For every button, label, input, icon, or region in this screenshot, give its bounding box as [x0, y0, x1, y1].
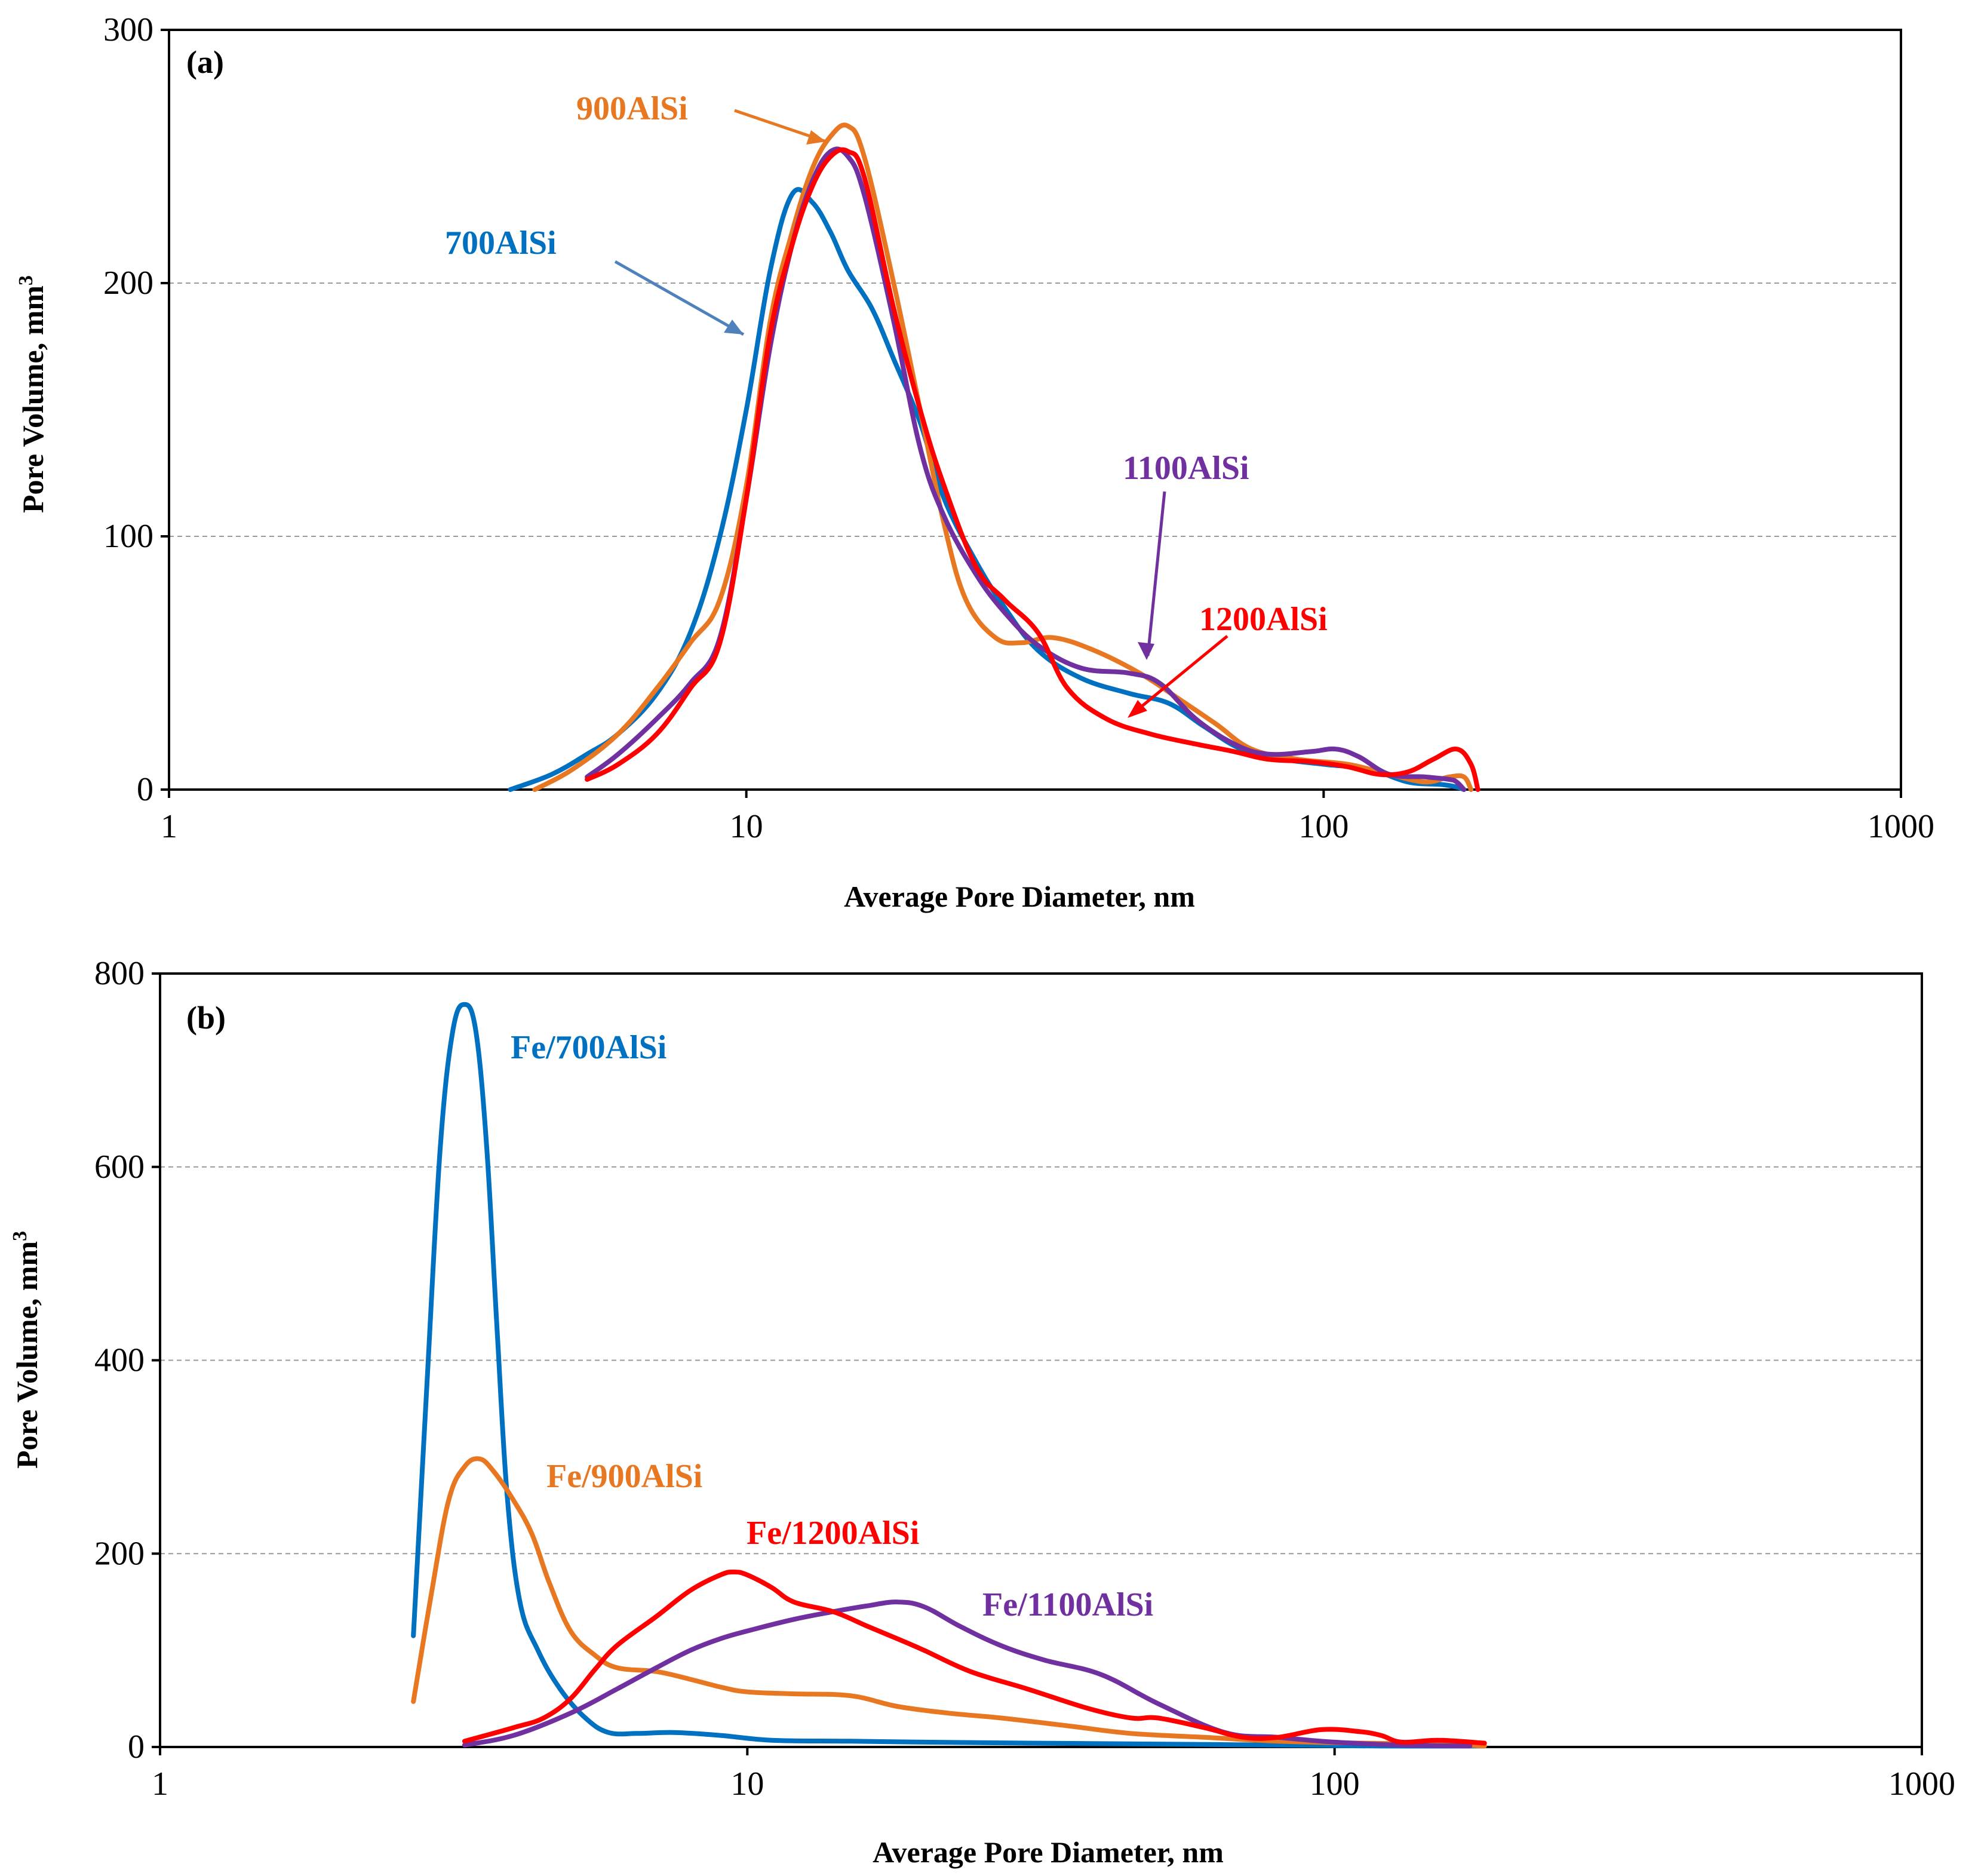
panel-a-x-axis-title: Average Pore Diameter, nm: [844, 880, 1195, 913]
x-tick-label-1000: 1000: [1868, 808, 1934, 845]
series-line-900AlSi: [532, 122, 1474, 792]
panel-b-series: [411, 1002, 1487, 1749]
panel-b-y-axis-title: Pore Volume, mm3: [9, 1231, 44, 1469]
x-tick-label-100: 100: [1298, 808, 1349, 845]
annotation-1100AlSi: 1100AlSi: [1123, 450, 1249, 487]
panel-a-plot-frame: [168, 29, 1902, 791]
y-tick-label-800: 800: [94, 955, 145, 992]
y-tick-label-100: 100: [103, 518, 153, 555]
panel-a: 1 10 100 1000 0 100 200 300 (a) Average Pore D…: [15, 11, 1934, 913]
y-tick-label-300: 300: [103, 11, 153, 48]
series-line-1100AlSi: [585, 146, 1467, 792]
x-tick-label-1: 1: [152, 1766, 168, 1803]
annotation-1200AlSi: 1200AlSi: [1199, 601, 1328, 638]
series-line-Fe-1100AlSi: [462, 1599, 1473, 1749]
annotation-1200AlSi-arrowhead: [1128, 700, 1147, 718]
panel-a-x-ticks: 1 10 100 1000: [161, 790, 1934, 845]
series-line-Fe-700AlSi: [411, 1002, 1487, 1749]
panel-b-x-ticks: 1 10 100 1000: [152, 1747, 1955, 1803]
x-tick-label-1: 1: [161, 808, 177, 845]
annotation-fe-1200AlSi: Fe/1200AlSi: [747, 1515, 919, 1552]
y-tick-label-200: 200: [103, 265, 153, 302]
series-line-1200AlSi: [585, 147, 1481, 792]
x-tick-label-100: 100: [1310, 1766, 1360, 1803]
panel-b-y-ticks: 0 200 400 600 800: [94, 955, 160, 1766]
annotation-700AlSi-arrowhead: [724, 320, 744, 334]
y-tick-label-0: 0: [137, 771, 153, 808]
series-line-700AlSi: [508, 187, 1467, 792]
panel-a-y-ticks: 0 100 200 300: [103, 11, 169, 808]
y-tick-label-400: 400: [94, 1342, 145, 1379]
panel-a-y-axis-title: Pore Volume, mm3: [15, 275, 50, 513]
annotation-1100AlSi-arrow: [1146, 491, 1166, 656]
panel-a-y-axis-title-text: Pore Volume, mm: [16, 285, 50, 513]
panel-a-gridlines: [169, 283, 1901, 537]
annotation-900AlSi-arrowhead: [806, 130, 826, 145]
x-tick-label-1000: 1000: [1888, 1766, 1955, 1803]
series-line-Fe-1200AlSi: [462, 1569, 1487, 1746]
panel-b-x-axis-title: Average Pore Diameter, nm: [873, 1835, 1224, 1869]
panel-b-label: (b): [186, 1000, 226, 1036]
series-line-Fe-900AlSi: [411, 1456, 1487, 1749]
x-tick-label-10: 10: [730, 808, 763, 845]
annotation-1100AlSi-arrowhead: [1138, 642, 1154, 660]
panel-a-y-axis-title-sup: 3: [15, 275, 37, 285]
annotation-700AlSi: 700AlSi: [445, 225, 557, 262]
y-tick-label-200: 200: [94, 1535, 145, 1572]
y-tick-label-600: 600: [94, 1149, 145, 1186]
panel-a-label: (a): [186, 44, 224, 80]
y-tick-label-0: 0: [128, 1728, 145, 1766]
annotation-700AlSi-arrow: [614, 260, 745, 336]
annotation-900AlSi: 900AlSi: [576, 90, 688, 127]
panel-a-series: [508, 122, 1481, 792]
annotation-1200AlSi-arrow: [1129, 635, 1228, 717]
annotation-fe-900AlSi: Fe/900AlSi: [546, 1458, 702, 1495]
panel-b-y-axis-title-text: Pore Volume, mm: [10, 1241, 44, 1469]
annotation-fe-700AlSi: Fe/700AlSi: [511, 1029, 666, 1066]
panel-b-gridlines: [160, 1166, 1922, 1555]
panel-b-y-axis-title-sup: 3: [9, 1231, 31, 1241]
annotation-fe-1100AlSi: Fe/1100AlSi: [982, 1586, 1153, 1623]
x-tick-label-10: 10: [730, 1766, 764, 1803]
panel-b: 1 10 100 1000 0 200 400 600 800 (b) Average Por…: [9, 955, 1955, 1869]
